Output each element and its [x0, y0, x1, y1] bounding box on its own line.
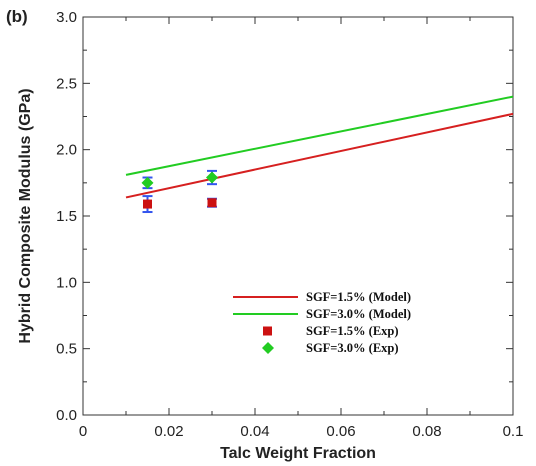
- data-point-square: [207, 198, 217, 208]
- x-tick-label: 0.1: [503, 423, 524, 440]
- y-tick-label: 2.0: [56, 142, 77, 159]
- y-tick-label: 2.5: [56, 75, 77, 92]
- x-tick-label: 0: [79, 423, 87, 440]
- model-line: [125, 95, 514, 176]
- model-line: [125, 112, 514, 199]
- y-tick-label: 0.0: [56, 407, 77, 424]
- y-tick-label: 1.5: [56, 208, 77, 225]
- legend-label: SGF=1.5% (Exp): [306, 324, 399, 338]
- x-axis: 0 0.02 0.04 0.06 0.08 0.1: [79, 17, 524, 440]
- legend-diamond-swatch: [262, 342, 274, 354]
- legend: SGF=1.5% (Model) SGF=3.0% (Model) SGF=1.5%…: [233, 290, 411, 355]
- x-tick-label: 0.04: [240, 423, 269, 440]
- y-tick-label: 0.5: [56, 341, 77, 358]
- x-tick-label: 0.02: [154, 423, 183, 440]
- series-layer: [125, 95, 514, 214]
- y-axis: 0.0 0.5 1.0 1.5 2.0 2.5 3.0: [56, 9, 513, 424]
- legend-label: SGF=3.0% (Model): [306, 307, 411, 321]
- legend-label: SGF=1.5% (Model): [306, 290, 411, 304]
- y-tick-label: 1.0: [56, 274, 77, 291]
- y-axis-title: Hybrid Composite Modulus (GPa): [17, 88, 34, 343]
- legend-square-swatch: [263, 326, 272, 336]
- panel-label: (b): [6, 7, 28, 26]
- x-tick-label: 0.06: [326, 423, 355, 440]
- legend-label: SGF=3.0% (Exp): [306, 341, 399, 355]
- plot-frame: [82, 16, 514, 416]
- x-axis-title: Talc Weight Fraction: [220, 445, 376, 462]
- data-point-diamond: [141, 176, 154, 189]
- y-tick-label: 3.0: [56, 9, 77, 26]
- x-tick-label: 0.08: [412, 423, 441, 440]
- data-point-diamond: [206, 171, 218, 184]
- data-point-square: [143, 199, 152, 209]
